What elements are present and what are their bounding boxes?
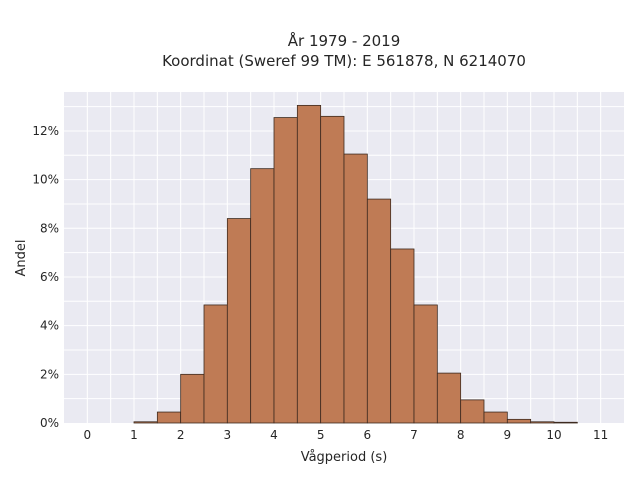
y-tick-label: 8%: [40, 221, 59, 235]
x-tick-label: 11: [593, 428, 608, 442]
bars: [133, 104, 578, 424]
histogram-bar: [390, 248, 415, 424]
histogram-bar: [156, 411, 182, 424]
x-tick-label: 3: [224, 428, 232, 442]
histogram-bar: [553, 421, 578, 424]
y-axis-label: Andel: [14, 240, 29, 277]
x-tick-label: 5: [317, 428, 325, 442]
x-tick-label: 2: [177, 428, 185, 442]
x-axis-label: Vågperiod (s): [301, 450, 388, 465]
chart-title-line2: Koordinat (Sweref 99 TM): E 561878, N 62…: [162, 52, 526, 70]
histogram-bar: [296, 104, 322, 424]
chart-title-line1: År 1979 - 2019: [288, 31, 401, 50]
histogram-bar: [506, 418, 532, 424]
histogram-bar: [203, 304, 228, 424]
x-tick-label: 0: [84, 428, 92, 442]
x-tick-label: 1: [130, 428, 138, 442]
y-tick-label: 10%: [32, 173, 59, 187]
x-tick-label: 4: [270, 428, 278, 442]
histogram-bar: [483, 411, 508, 424]
histogram-bar: [320, 115, 345, 424]
histogram-bar: [273, 117, 298, 424]
y-tick-label: 4%: [40, 319, 59, 333]
x-tick-label: 8: [457, 428, 465, 442]
histogram-bar: [413, 304, 438, 424]
x-tick-label: 7: [410, 428, 418, 442]
histogram-bar: [133, 421, 158, 424]
y-tick-label: 6%: [40, 270, 59, 284]
histogram-bar: [436, 372, 462, 424]
x-tick-label: 10: [546, 428, 561, 442]
y-tick-label: 2%: [40, 367, 59, 381]
histogram-bar: [460, 399, 485, 424]
y-tick-label: 12%: [32, 124, 59, 138]
x-tick-label: 9: [504, 428, 512, 442]
y-tick-label: 0%: [40, 416, 59, 430]
histogram-bar: [530, 421, 555, 424]
histogram-bar: [250, 168, 275, 424]
histogram-bar: [180, 373, 205, 424]
y-tick-labels: 0% 2% 4% 6% 8% 10% 12%: [32, 124, 59, 430]
x-tick-labels: 0 1 2 3 4 5 6 7 8 9 10 11: [84, 428, 609, 442]
x-tick-label: 6: [364, 428, 372, 442]
histogram-bar: [226, 218, 252, 424]
histogram-bar: [366, 198, 392, 424]
histogram-bar: [343, 153, 368, 424]
